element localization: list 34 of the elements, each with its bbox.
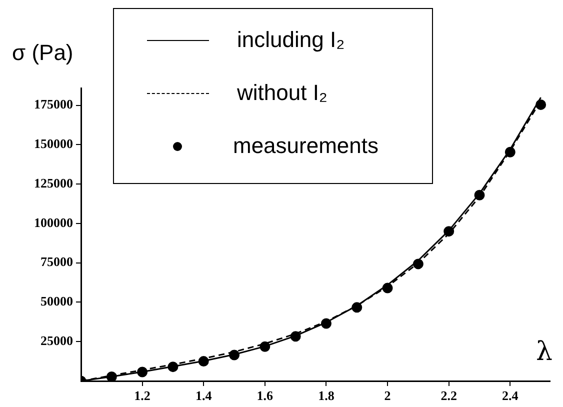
point <box>352 302 362 313</box>
y-axis-title: σ (Pa) <box>12 40 74 65</box>
point <box>229 350 240 360</box>
point <box>260 341 270 352</box>
legend-label: without I₂ <box>237 80 328 106</box>
y-tick-label: 125000 <box>34 175 73 190</box>
point <box>474 190 485 200</box>
x-tick-label: 2.4 <box>502 388 519 404</box>
y-tick-label: 50000 <box>40 294 73 309</box>
point <box>382 282 393 294</box>
y-tick-label: 175000 <box>34 96 73 112</box>
point <box>106 371 117 381</box>
x-tick-label: 1.2 <box>134 388 150 404</box>
point <box>320 318 332 329</box>
x-tick-label: 1.8 <box>318 388 335 404</box>
y-tick-label: 100000 <box>34 214 73 230</box>
y-tick-label: 25000 <box>40 332 73 348</box>
point <box>504 146 516 158</box>
x-tick-label: 2 <box>384 388 391 404</box>
point <box>444 226 454 237</box>
x-tick-label: 1.6 <box>256 388 274 404</box>
point <box>536 99 546 110</box>
point <box>290 331 301 342</box>
legend-label: including I₂ <box>237 27 345 53</box>
x-axis-title: λ <box>536 337 552 367</box>
legend-label: measurements <box>233 133 379 159</box>
x-tick-label: 1.4 <box>195 388 212 404</box>
x-tick-label: 2.2 <box>440 388 457 404</box>
point <box>137 366 148 378</box>
point <box>198 356 209 367</box>
point <box>168 362 178 372</box>
y-tick-label: 150000 <box>34 136 73 152</box>
point <box>412 258 424 270</box>
y-tick-label: 75000 <box>40 254 73 270</box>
